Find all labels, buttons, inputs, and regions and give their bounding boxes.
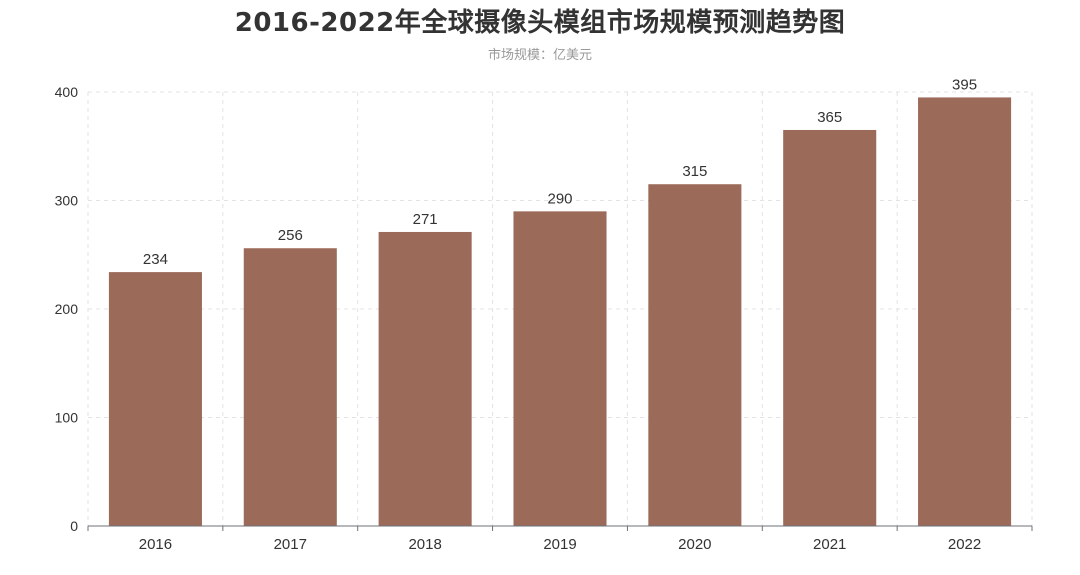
bar-2021: [783, 129, 877, 526]
bar-2017: [243, 248, 337, 527]
bar-2019: [513, 211, 607, 526]
bar-2020: [648, 184, 742, 526]
y-tick-label: 100: [55, 410, 79, 426]
bar-2016: [108, 272, 202, 526]
data-labels: 234 256 271 290 315 365 395: [143, 76, 977, 268]
x-tick-label: 2019: [543, 536, 576, 553]
x-tick-label: 2018: [408, 536, 441, 553]
x-tick-label: 2022: [948, 536, 981, 553]
bar-value-label: 290: [547, 190, 572, 207]
x-tick-label: 2017: [274, 536, 307, 553]
bar-2018: [378, 231, 472, 526]
y-tick-label: 300: [55, 193, 79, 209]
bar-value-label: 234: [143, 251, 168, 268]
y-tick-label: 400: [55, 84, 79, 100]
x-tick-label: 2016: [139, 536, 172, 553]
axes: 0 100 200 300 400 2016 2017 2018 2019 2020 2021 202…: [55, 84, 1033, 553]
chart-title: 2016-2022年全球摄像头模组市场规模预测趋势图: [234, 8, 846, 38]
y-tick-label: 0: [70, 518, 78, 534]
chart-subtitle: 市场规模：亿美元: [487, 48, 592, 63]
x-tick-label: 2020: [678, 536, 711, 553]
bar-value-label: 395: [952, 76, 977, 93]
bar-value-label: 315: [682, 163, 707, 180]
bar-value-label: 365: [817, 109, 842, 126]
bar-series: [108, 97, 1012, 527]
bar-value-label: 271: [413, 211, 438, 228]
x-tick-label: 2021: [813, 536, 846, 553]
y-tick-label: 200: [55, 301, 79, 317]
bar-value-label: 256: [278, 227, 303, 244]
bar-2022: [918, 97, 1012, 527]
